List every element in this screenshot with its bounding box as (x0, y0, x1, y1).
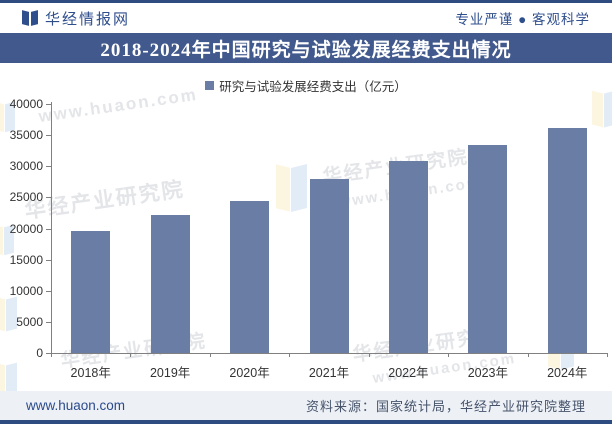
bar-2023年 (468, 145, 508, 353)
x-tick (607, 353, 608, 357)
chart-title: 2018-2024年中国研究与试验发展经费支出情况 (100, 39, 512, 61)
bar-2021年 (309, 178, 349, 353)
x-tick (448, 353, 450, 357)
x-tick (51, 353, 52, 357)
footer-bar: www.huaon.com 资料来源：国家统计局，华经产业研究院整理 (0, 391, 612, 420)
x-tick-label: 2022年 (388, 366, 429, 380)
x-tick-label: 2019年 (149, 366, 191, 380)
y-tick (46, 353, 51, 354)
y-tick-label: 25000 (9, 190, 43, 205)
bar-2022年 (388, 161, 428, 353)
bar-2019年 (150, 215, 190, 353)
y-tick-label: 15000 (9, 252, 43, 267)
y-tick (46, 259, 51, 261)
y-tick-label: 0 (36, 346, 43, 360)
site-name-link[interactable]: 华经情报网 (45, 10, 131, 28)
x-tick (368, 353, 370, 357)
legend-swatch-icon (205, 81, 215, 90)
y-tick (46, 321, 51, 323)
data-source-text: 资料来源：国家统计局，华经产业研究院整理 (305, 399, 586, 414)
header-bar: 华经情报网 专业严谨 ● 客观科学 (0, 3, 612, 33)
footer-site-url-link[interactable]: www.huaon.com (26, 398, 126, 413)
y-tick (46, 228, 51, 230)
x-tick-label: 2021年 (308, 366, 350, 380)
x-tick-label: 2023年 (467, 366, 508, 380)
y-tick (46, 104, 51, 105)
x-axis-line (51, 353, 607, 354)
bar-2020年 (230, 201, 270, 353)
huaon-logo-icon (22, 10, 38, 26)
y-tick-label: 35000 (9, 128, 43, 143)
x-tick (130, 353, 132, 357)
chart-legend: 研究与试验发展经费支出（亿元） (0, 76, 612, 95)
y-axis-line (51, 102, 52, 353)
bar-2024年 (547, 128, 587, 353)
x-tick-label: 2020年 (229, 366, 270, 380)
x-tick (527, 353, 529, 357)
watermark-logo (0, 362, 17, 396)
bar-2018年 (71, 230, 111, 353)
top-accent-line (0, 0, 612, 3)
watermark-logo (592, 90, 612, 128)
y-tick-label: 10000 (9, 283, 43, 298)
x-tick-label: 2018年 (70, 366, 111, 380)
chart-title-bar: 2018-2024年中国研究与试验发展经费支出情况 (0, 33, 612, 63)
brand: 华经情报网 (22, 8, 130, 29)
y-tick (46, 135, 51, 137)
y-tick-label: 30000 (9, 159, 43, 174)
legend-label: 研究与试验发展经费支出（亿元） (219, 80, 407, 94)
header-tagline: 专业严谨 ● 客观科学 (455, 12, 590, 27)
x-tick (289, 353, 291, 357)
y-tick-label: 40000 (9, 97, 43, 111)
y-tick (46, 197, 51, 199)
y-tick (46, 166, 51, 168)
y-tick-label: 20000 (9, 221, 43, 236)
watermark-logo (276, 164, 307, 212)
x-tick (209, 353, 211, 357)
y-tick (46, 290, 51, 292)
bottom-accent-line (0, 420, 612, 424)
x-tick-label: 2024年 (547, 366, 588, 380)
y-tick-label: 5000 (16, 314, 43, 329)
